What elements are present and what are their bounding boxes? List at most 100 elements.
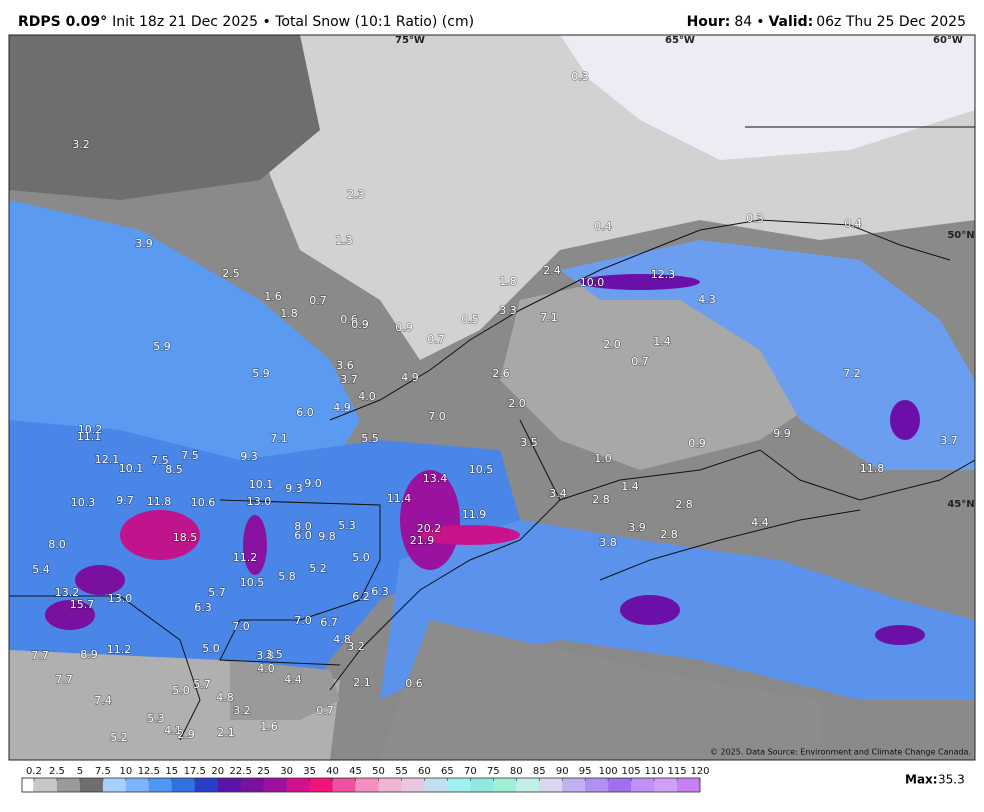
map-value-label: 7.4	[94, 694, 112, 707]
map-value-label: 7.1	[270, 432, 288, 445]
map-value-label: 20.2	[417, 522, 442, 535]
map-value-label: 0.7	[631, 355, 649, 368]
map-value-label: 5.5	[361, 432, 379, 445]
colorbar-swatch	[562, 778, 586, 792]
colorbar-swatch	[631, 778, 655, 792]
colorbar-lead	[21, 777, 35, 793]
map-value-label: 9.3	[285, 482, 303, 495]
map-value-label: 6.3	[371, 585, 389, 598]
map-value-label: 1.0	[594, 452, 612, 465]
map-frame	[8, 34, 976, 761]
colorbar-tick-label: 45	[349, 766, 362, 777]
map-value-label: 0.6	[405, 677, 423, 690]
map-value-label: 0.7	[309, 294, 327, 307]
colorbar-tick-label: 55	[395, 766, 408, 777]
map-value-label: 10.1	[119, 462, 144, 475]
map-value-label: 0.4	[594, 220, 612, 233]
colorbar-swatch	[240, 778, 264, 792]
map-value-label: 2.5	[222, 267, 240, 280]
colorbar-tick-label: 40	[326, 766, 339, 777]
colorbar-swatch	[171, 778, 196, 792]
map-value-label: 3.9	[135, 237, 153, 250]
colorbar-swatch	[102, 778, 127, 792]
coastlines	[9, 126, 975, 741]
map-value-label: 13.0	[247, 495, 272, 508]
map-value-label: 13.2	[55, 586, 80, 599]
colorbar-swatch	[539, 778, 563, 792]
map-value-label: 6.3	[194, 601, 212, 614]
colorbar-tick-label: 35	[303, 766, 316, 777]
map-value-label: 0.4	[844, 217, 862, 230]
colorbar-swatch	[194, 778, 219, 792]
colorbar-tick-label: 30	[280, 766, 293, 777]
max-value: 35.3	[938, 773, 965, 787]
map-value-label: 12.1	[95, 453, 120, 466]
map-value-label: 4.3	[698, 293, 716, 306]
colorbar-swatch	[677, 778, 701, 792]
map-value-label: 10.6	[191, 496, 216, 509]
map-value-label: 7.5	[151, 454, 169, 467]
map-value-label: 3.8	[256, 649, 274, 662]
map-value-label: 5.2	[309, 562, 327, 575]
map-value-label: 3.5	[520, 436, 538, 449]
colorbar-tick-label: 65	[441, 766, 454, 777]
header-right: Hour: 84 • Valid: 06z Thu 25 Dec 2025	[687, 14, 966, 30]
map-value-label: 6.0	[294, 529, 312, 542]
colorbar-tick-label: 115	[667, 766, 686, 777]
map-value-label: 15.7	[70, 598, 95, 611]
grid-label: 75°W	[395, 35, 425, 46]
colorbar-swatch	[309, 778, 333, 792]
sep: •	[756, 14, 764, 30]
map-value-label: 1.4	[621, 480, 639, 493]
map-value-label: 13.0	[108, 592, 133, 605]
colorbar-tick-label: 10	[119, 766, 132, 777]
colorbar-swatch	[332, 778, 356, 792]
colorbar-tick-label: 17.5	[184, 766, 206, 777]
grid-label: 50°N	[947, 230, 974, 241]
map-value-label: 9.7	[116, 494, 134, 507]
map-value-label: 4.4	[751, 516, 769, 529]
map-value-label: 0.9	[351, 318, 369, 331]
map-value-label: 0.7	[427, 333, 445, 346]
map-value-label: 11.8	[860, 462, 885, 475]
map-value-label: 11.8	[147, 495, 172, 508]
map-value-label: 7.7	[31, 649, 49, 662]
map-value-label: 5.3	[338, 519, 356, 532]
map-value-label: 5.3	[147, 712, 165, 725]
colorbar-tick-label: 100	[599, 766, 618, 777]
map-value-label: 5.0	[202, 642, 220, 655]
map-value-label: 7.0	[232, 620, 250, 633]
map-value-label: 3.8	[599, 536, 617, 549]
map-value-label: 4.0	[358, 390, 376, 403]
map-value-label: 5.4	[32, 563, 50, 576]
colorbar-swatch	[470, 778, 494, 792]
map-value-label: 7.1	[540, 311, 558, 324]
colorbar-tick-label: 15	[165, 766, 178, 777]
model: RDPS 0.09°	[18, 14, 107, 30]
map-value-label: 0.3	[571, 70, 589, 83]
colorbar-swatch	[378, 778, 402, 792]
colorbar-swatch	[493, 778, 517, 792]
colorbar-swatch	[148, 778, 173, 792]
map-value-label: 3.3	[499, 304, 517, 317]
map-value-label: 0.6	[340, 313, 358, 326]
map-value-label: 0.7	[316, 704, 334, 717]
map-value-label: 3.2	[233, 704, 251, 717]
map-value-label: 7.2	[843, 367, 861, 380]
max-label: Max:	[905, 773, 938, 787]
map-value-label: 2.8	[675, 498, 693, 511]
map-value-label: 3.5	[265, 648, 283, 661]
colorbar-tick-label: 25	[257, 766, 270, 777]
map-value-label: 6.7	[320, 616, 338, 629]
colorbar-tick-label: 105	[622, 766, 641, 777]
map-value-label: 4.1	[164, 724, 182, 737]
hour-label: Hour:	[687, 14, 731, 30]
map-value-label: 3.7	[940, 434, 958, 447]
grid-label: 60°W	[933, 35, 963, 46]
colorbar-swatch	[401, 778, 425, 792]
valid: 06z Thu 25 Dec 2025	[816, 14, 966, 30]
map-value-label: 5.7	[208, 586, 226, 599]
map-value-label: 7.0	[294, 614, 312, 627]
colorbar-tick-label: 75	[487, 766, 500, 777]
map-value-label: 9.8	[318, 530, 336, 543]
